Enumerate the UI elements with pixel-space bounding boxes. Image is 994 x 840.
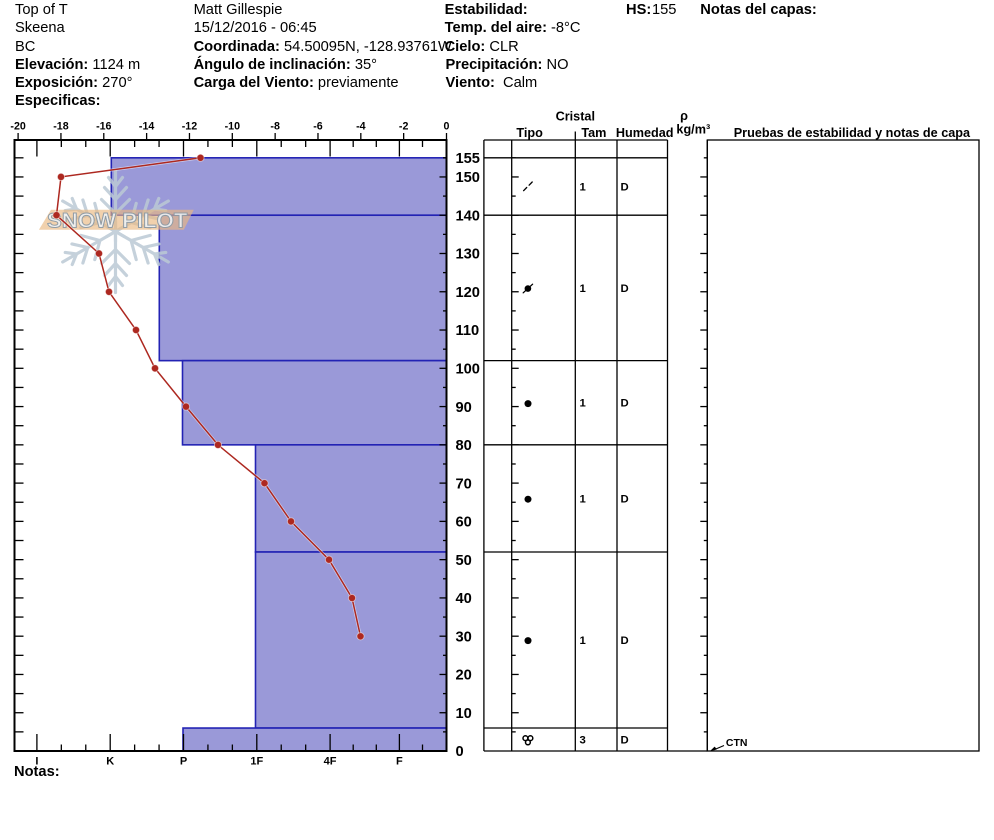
svg-text:1: 1 (580, 493, 586, 505)
svg-text:1: 1 (580, 635, 586, 647)
svg-text:D: D (621, 182, 629, 194)
svg-text:60: 60 (456, 515, 472, 531)
svg-text:-12: -12 (182, 121, 197, 133)
svg-text:D: D (621, 283, 629, 295)
svg-text:30: 30 (456, 629, 472, 645)
svg-text:Tipo: Tipo (516, 126, 543, 140)
svg-text:D: D (621, 635, 629, 647)
svg-text:1: 1 (580, 398, 586, 410)
svg-text:-20: -20 (10, 121, 25, 133)
svg-text:-6: -6 (313, 121, 323, 133)
svg-text:3: 3 (580, 735, 586, 747)
svg-text:1: 1 (580, 182, 586, 194)
svg-text:-2: -2 (399, 121, 409, 133)
svg-text:10: 10 (456, 706, 472, 722)
svg-text:-16: -16 (96, 121, 111, 133)
svg-text:130: 130 (456, 247, 480, 263)
svg-text:40: 40 (456, 591, 472, 607)
svg-text:110: 110 (456, 323, 480, 339)
svg-text:SNOW PILOT: SNOW PILOT (47, 209, 188, 233)
svg-text:70: 70 (456, 476, 472, 492)
svg-text:Humedad: Humedad (616, 126, 674, 140)
svg-text:Cristal: Cristal (556, 110, 595, 124)
svg-text:120: 120 (456, 285, 480, 301)
svg-text:80: 80 (456, 438, 472, 454)
svg-text:F: F (396, 756, 403, 768)
svg-text:150: 150 (456, 170, 480, 186)
svg-text:kg/m³: kg/m³ (676, 123, 710, 137)
svg-text:K: K (106, 756, 114, 768)
svg-text:0: 0 (456, 744, 464, 760)
svg-text:-8: -8 (270, 121, 280, 133)
svg-text:Pruebas de estabilidad y notas: Pruebas de estabilidad y notas de capa (734, 126, 971, 140)
svg-text:D: D (621, 735, 629, 747)
svg-text:20: 20 (456, 668, 472, 684)
svg-text:D: D (621, 493, 629, 505)
svg-text:Tam: Tam (581, 126, 606, 140)
svg-text:CTN: CTN (726, 737, 748, 749)
svg-text:100: 100 (456, 362, 480, 378)
svg-text:D: D (621, 398, 629, 410)
svg-text:-4: -4 (356, 121, 366, 133)
svg-text:50: 50 (456, 553, 472, 569)
svg-text:P: P (180, 756, 187, 768)
svg-text:1: 1 (580, 283, 586, 295)
svg-text:I: I (35, 756, 38, 768)
svg-text:1F: 1F (250, 756, 263, 768)
svg-text:0: 0 (444, 121, 450, 133)
svg-text:ρ: ρ (680, 109, 688, 123)
svg-text:4F: 4F (324, 756, 337, 768)
svg-text:90: 90 (456, 400, 472, 416)
svg-text:-18: -18 (53, 121, 68, 133)
svg-text:140: 140 (456, 208, 480, 224)
svg-text:-10: -10 (225, 121, 240, 133)
svg-text:155: 155 (456, 151, 480, 167)
svg-text:-14: -14 (139, 121, 154, 133)
